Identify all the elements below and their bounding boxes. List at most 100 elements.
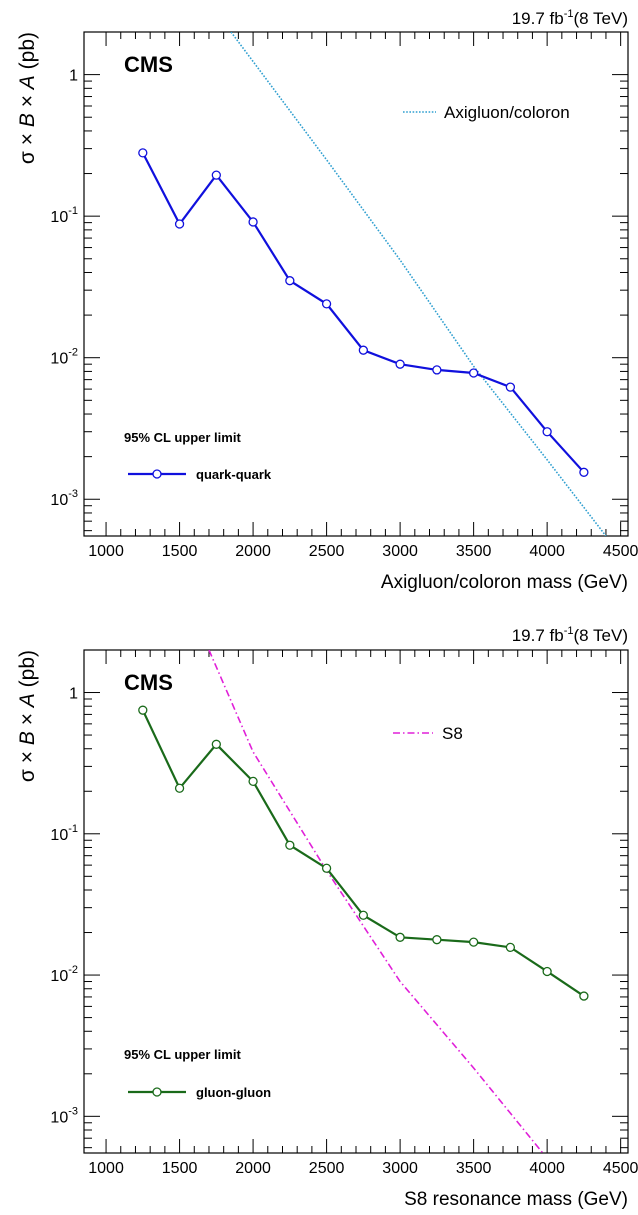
y-axis-label-part: A <box>16 693 39 709</box>
y-tick-base: 10 <box>50 827 68 844</box>
y-axis-label-part: B <box>16 113 39 127</box>
legend-header: 95% CL upper limit <box>124 430 241 445</box>
legend-theory-label: S8 <box>442 724 463 743</box>
luminosity-value: 19.7 fb <box>512 626 564 645</box>
data-point <box>468 937 479 947</box>
y-tick-label: 10-1 <box>50 205 78 226</box>
data-point <box>285 840 295 850</box>
y-tick-base: 1 <box>69 686 78 703</box>
data-point <box>395 932 405 942</box>
data-point <box>542 427 552 437</box>
data-point <box>174 783 185 793</box>
y-axis-label-part: σ × <box>16 127 39 164</box>
data-point <box>138 705 148 715</box>
data-point <box>542 966 552 977</box>
y-tick-exponent: -2 <box>68 347 78 359</box>
legend-theory-label: Axigluon/coloron <box>444 103 570 122</box>
y-axis-label-part: (pb) <box>16 650 39 693</box>
x-tick-label: 2000 <box>235 543 271 560</box>
y-tick-base: 10 <box>50 1109 68 1126</box>
y-tick-label: 10-3 <box>50 488 78 509</box>
y-tick-exponent: -1 <box>68 205 78 217</box>
y-tick-base: 10 <box>50 209 68 226</box>
x-tick-label: 3000 <box>382 543 418 560</box>
limit-line <box>141 709 585 997</box>
x-tick-label: 1500 <box>162 1160 198 1177</box>
luminosity-value: 19.7 fb <box>512 9 564 28</box>
luminosity-label: 19.7 fb-1(8 TeV) <box>512 625 628 645</box>
y-axis-label-part: × <box>16 89 39 113</box>
x-tick-label: 1500 <box>162 543 198 560</box>
x-axis-label: Axigluon/coloron mass (GeV) <box>381 572 628 593</box>
x-tick-label: 2500 <box>309 543 345 560</box>
data-point <box>395 359 405 369</box>
data-point <box>321 299 332 309</box>
y-tick-label: 1 <box>69 68 78 85</box>
legend-limit-label: quark-quark <box>196 467 272 482</box>
x-tick-label: 3500 <box>456 543 492 560</box>
y-axis-label-part: (pb) <box>16 32 39 75</box>
x-tick-label: 2500 <box>309 1160 345 1177</box>
energy-label: (8 TeV) <box>574 9 629 28</box>
y-tick-base: 1 <box>69 68 78 85</box>
luminosity-label: 19.7 fb-1(8 TeV) <box>512 8 628 28</box>
data-point <box>432 365 442 375</box>
data-point <box>138 148 148 158</box>
legend-limit-label: gluon-gluon <box>196 1085 271 1100</box>
x-tick-label: 1000 <box>88 543 124 560</box>
theory-curve-1 <box>208 650 544 1153</box>
x-tick-label: 4500 <box>603 1160 638 1177</box>
y-tick-label: 10-2 <box>50 347 78 368</box>
experiment-label: CMS <box>124 52 173 77</box>
data-point <box>358 910 369 920</box>
x-tick-label: 3500 <box>456 1160 492 1177</box>
x-tick-label: 4500 <box>603 543 638 560</box>
x-axis-label: S8 resonance mass (GeV) <box>404 1189 628 1210</box>
y-axis-label-part: A <box>16 75 39 91</box>
axigluon-limit-plot: 1000 1500 2000 2500 3000 3500 4000 450010-310-2… <box>16 8 638 593</box>
data-point <box>285 276 295 286</box>
data-point <box>211 170 221 180</box>
y-tick-base: 10 <box>50 351 68 368</box>
luminosity-exponent: -1 <box>564 625 574 637</box>
experiment-label: CMS <box>124 670 173 695</box>
y-tick-exponent: -3 <box>68 488 78 500</box>
y-tick-label: 10-2 <box>50 964 78 985</box>
y-axis-label-part: σ × <box>16 745 39 782</box>
y-tick-exponent: -2 <box>68 964 78 976</box>
data-point <box>321 863 332 873</box>
data-point <box>505 382 516 392</box>
data-point <box>579 991 589 1001</box>
x-tick-label: 1000 <box>88 1160 124 1177</box>
legend-limit-marker <box>152 1087 162 1097</box>
data-point <box>432 935 442 945</box>
y-tick-exponent: -3 <box>68 1105 78 1117</box>
energy-label: (8 TeV) <box>574 626 629 645</box>
luminosity-exponent: -1 <box>564 8 574 20</box>
data-point <box>248 776 258 787</box>
y-tick-base: 10 <box>50 968 68 985</box>
plot-frame <box>83 649 629 1154</box>
y-axis-label-part: × <box>16 707 39 731</box>
x-tick-label: 2000 <box>235 1160 271 1177</box>
y-axis-label: σ × B × A (pb) <box>16 32 39 164</box>
y-tick-exponent: -1 <box>68 823 78 835</box>
theory-curve-0 <box>230 32 607 536</box>
data-point <box>579 467 589 477</box>
data-point <box>248 217 258 227</box>
legend-header: 95% CL upper limit <box>124 1047 241 1062</box>
y-tick-base: 10 <box>50 492 68 509</box>
y-axis-label-part: B <box>16 731 39 745</box>
x-tick-label: 4000 <box>529 1160 565 1177</box>
y-axis-label: σ × B × A (pb) <box>16 650 39 782</box>
x-tick-label: 4000 <box>529 543 565 560</box>
limit-line <box>141 152 585 474</box>
x-tick-label: 3000 <box>382 1160 418 1177</box>
s8-limit-plot: 1000 1500 2000 2500 3000 3500 4000 450010-310-2… <box>16 625 638 1210</box>
data-point <box>358 345 369 355</box>
legend-limit-marker <box>152 469 162 479</box>
data-point <box>174 219 185 229</box>
data-point <box>468 368 479 378</box>
data-point <box>505 942 516 953</box>
